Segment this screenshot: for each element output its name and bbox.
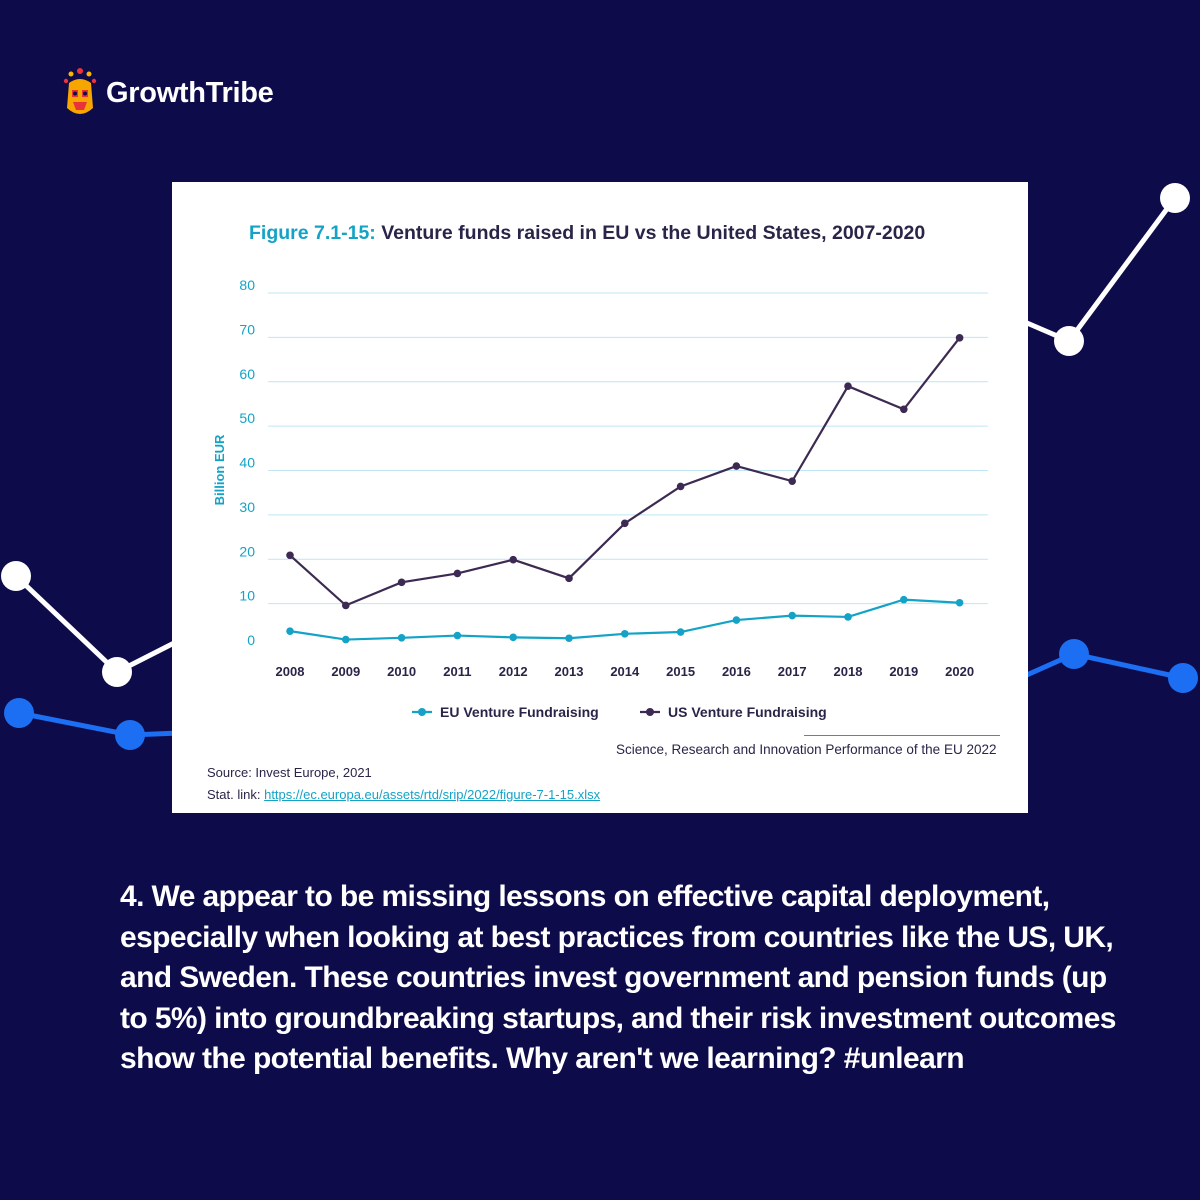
y-axis-label: Billion EUR	[212, 434, 227, 505]
y-tick-label: 60	[239, 366, 255, 382]
stat-link-label: Stat. link:	[207, 787, 261, 802]
y-tick-label: 10	[239, 588, 255, 604]
data-point	[676, 628, 685, 636]
data-point	[342, 635, 350, 644]
x-tick-label: 2009	[331, 664, 360, 679]
data-point	[676, 482, 685, 491]
line-chart: 0 10 20 30 40 50 60 70 80 2008 2009 2010 2011 2012 201…	[212, 277, 988, 720]
x-tick-label: 2019	[889, 664, 918, 679]
data-point	[900, 595, 908, 604]
data-point	[286, 551, 294, 560]
data-point	[453, 569, 462, 578]
data-point	[509, 633, 517, 642]
y-tick-label: 0	[247, 632, 255, 648]
deco-blue-line-right	[1018, 651, 1184, 681]
legend-label: EU Venture Fundraising	[440, 704, 599, 720]
deco-white-dot	[1054, 326, 1084, 356]
y-tick-label: 70	[239, 321, 255, 337]
deco-blue-dot	[4, 698, 34, 728]
data-point	[788, 611, 796, 620]
x-tick-label: 2020	[945, 664, 974, 679]
data-point	[565, 634, 573, 643]
publication-rule	[804, 735, 1000, 736]
x-tick-label: 2008	[276, 664, 305, 679]
data-point	[732, 462, 741, 470]
y-tick-label: 40	[239, 455, 255, 471]
deco-blue-dot	[1168, 663, 1198, 693]
y-tick-label: 50	[239, 410, 255, 426]
data-point	[342, 601, 350, 610]
deco-blue-dot	[115, 720, 145, 750]
post-caption: 4. We appear to be missing lessons on ef…	[120, 880, 1116, 1075]
x-tick-label: 2013	[555, 664, 584, 679]
data-point	[397, 578, 406, 587]
x-tick-label: 2011	[443, 664, 471, 679]
data-point	[844, 613, 852, 621]
figure-card: 0 10 20 30 40 50 60 70 80 2008 2009 2010 2011 2012 201…	[172, 182, 1028, 813]
x-tick-label: 2018	[834, 664, 863, 679]
brand-logo[interactable]: GrowthTribe	[62, 66, 274, 120]
brand-name: GrowthTribe	[106, 76, 274, 109]
data-point	[509, 555, 517, 564]
figure-title: Figure 7.1-15: Venture funds raised in E…	[249, 222, 925, 245]
publication-credit: Science, Research and Innovation Perform…	[616, 742, 997, 757]
figure-title-text: Venture funds raised in EU vs the United…	[381, 222, 926, 244]
y-tick-label: 80	[239, 277, 255, 293]
data-point	[788, 477, 796, 485]
x-tick-label: 2010	[387, 664, 416, 679]
x-tick-label: 2016	[722, 664, 751, 679]
data-point	[732, 616, 741, 624]
deco-white-line-left	[14, 574, 182, 676]
data-point	[955, 598, 964, 607]
legend-swatch-dot	[418, 708, 426, 716]
data-point	[621, 519, 629, 528]
x-tick-label: 2014	[610, 664, 640, 679]
figure-number: Figure 7.1-15:	[249, 222, 376, 244]
x-tick-label: 2015	[666, 664, 695, 679]
data-point	[955, 334, 964, 342]
source-note: Source: Invest Europe, 2021	[207, 765, 372, 780]
deco-white-dot	[1160, 183, 1190, 213]
stat-link-row: Stat. link: https://ec.europa.eu/assets/…	[207, 787, 600, 802]
data-point	[621, 630, 629, 638]
y-tick-label: 20	[239, 543, 255, 559]
deco-white-dot	[102, 657, 132, 687]
deco-blue-line-left	[18, 710, 181, 738]
deco-white-dot	[1, 561, 31, 591]
data-point	[453, 631, 462, 640]
data-point	[397, 633, 406, 642]
y-tick-label: 30	[239, 499, 255, 515]
x-tick-label: 2017	[778, 664, 807, 679]
deco-white-line-right	[1019, 196, 1178, 345]
data-point	[565, 574, 573, 583]
legend-swatch-dot	[646, 708, 654, 716]
data-point	[844, 382, 852, 390]
stat-link[interactable]: https://ec.europa.eu/assets/rtd/srip/202…	[264, 787, 601, 802]
data-point	[900, 405, 908, 414]
x-tick-label: 2012	[499, 664, 528, 679]
series-line-us	[289, 337, 961, 607]
legend-label: US Venture Fundraising	[668, 704, 827, 720]
data-point	[286, 627, 294, 635]
deco-blue-dot	[1059, 639, 1089, 669]
tribal-mask-icon	[63, 68, 97, 114]
